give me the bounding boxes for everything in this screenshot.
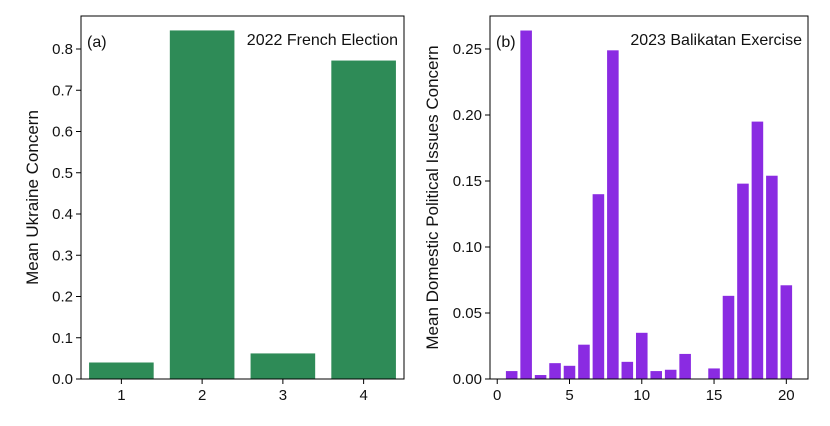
panel-a-x-tick-label: 1	[117, 387, 125, 404]
panel-b-bar-12	[664, 369, 677, 379]
panel-b-bar-18	[751, 121, 764, 379]
panel-a-annotation-background	[243, 30, 401, 51]
panel-a-bar-1	[89, 362, 154, 379]
panel-a: 0.0 0.1 0.2 0.3 0.4 0.5 0.6 0.7 0.8 1 2 3 4 2022 Fr…	[23, 15, 405, 404]
panel-a-y-tick-label: 0.0	[52, 371, 73, 388]
panel-b-x-tick-label: 5	[565, 387, 573, 404]
panel-a-x-tick-label: 3	[279, 387, 287, 404]
panel-b-bar-5	[563, 365, 576, 379]
panel-a-x-tick-label: 2	[198, 387, 206, 404]
panel-a-bar-3	[250, 353, 316, 379]
panel-b-bar-9	[621, 361, 634, 379]
panel-a-y-axis: 0.0 0.1 0.2 0.3 0.4 0.5 0.6 0.7 0.8	[52, 41, 81, 388]
panel-b-y-axis-label: Mean Domestic Political Issues Concern	[423, 45, 442, 349]
panel-b-x-axis: 0 5 10 15 20	[493, 379, 795, 404]
panel-b-bar-3	[534, 375, 547, 379]
panel-a-y-tick-label: 0.3	[52, 247, 73, 264]
panel-b-bar-1	[505, 371, 518, 379]
panel-a-x-tick-label: 4	[359, 387, 367, 404]
panel-b-frame	[489, 15, 809, 380]
panel-a-bar-2	[169, 30, 235, 379]
panel-b-y-tick-label: 0.15	[453, 173, 482, 190]
panel-b-bars	[505, 30, 793, 380]
panel-b-x-tick-label: 15	[706, 387, 723, 404]
panel-b-y-tick-label: 0.10	[453, 239, 482, 256]
panel-b: 0.00 0.05 0.10 0.15 0.20 0.25 0 5 10 15 20 2023 B…	[423, 15, 809, 404]
panel-b-bar-7	[592, 194, 605, 379]
panel-a-y-tick-label: 0.4	[52, 206, 73, 223]
panel-a-annotation: 2022 French Election	[247, 32, 398, 49]
panel-a-y-tick-label: 0.2	[52, 289, 73, 306]
panel-a-label: (a)	[87, 34, 107, 51]
panel-b-bar-11	[650, 371, 663, 379]
panel-b-bar-20	[780, 285, 793, 379]
panel-b-bar-16	[722, 295, 735, 379]
panel-b-x-tick-label: 20	[778, 387, 795, 404]
panel-a-y-tick-label: 0.6	[52, 124, 73, 141]
panel-a-bars	[89, 30, 396, 380]
panel-a-x-axis: 1 2 3 4	[117, 379, 368, 404]
panel-b-bar-4	[549, 363, 561, 379]
panel-b-bar-2	[520, 30, 532, 380]
panel-a-y-tick-label: 0.7	[52, 82, 73, 99]
panel-b-bar-10	[635, 332, 648, 379]
panel-b-label: (b)	[496, 34, 516, 51]
panel-b-bar-13	[679, 353, 691, 379]
panel-b-annotation: 2023 Balikatan Exercise	[630, 32, 802, 49]
panel-b-bar-17	[737, 183, 749, 379]
panel-b-bar-15	[708, 368, 720, 379]
panel-b-x-tick-label: 10	[633, 387, 650, 404]
panel-b-y-axis: 0.00 0.05 0.10 0.15 0.20 0.25	[453, 41, 490, 388]
panel-b-y-tick-label: 0.25	[453, 41, 482, 58]
panel-b-y-tick-label: 0.20	[453, 107, 482, 124]
panel-b-bar-8	[607, 50, 619, 379]
panel-b-y-tick-label: 0.00	[453, 371, 482, 388]
panel-a-y-axis-label: Mean Ukraine Concern	[23, 110, 42, 285]
panel-b-x-tick-label: 0	[493, 387, 501, 404]
panel-b-bar-19	[766, 175, 778, 379]
panel-a-y-tick-label: 0.1	[52, 330, 73, 347]
panel-a-bar-4	[331, 60, 396, 380]
panel-a-frame	[80, 15, 405, 380]
panel-b-bar-6	[578, 344, 590, 379]
panel-a-y-tick-label: 0.8	[52, 41, 73, 58]
panel-b-y-tick-label: 0.05	[453, 305, 482, 322]
panel-a-y-tick-label: 0.5	[52, 165, 73, 182]
